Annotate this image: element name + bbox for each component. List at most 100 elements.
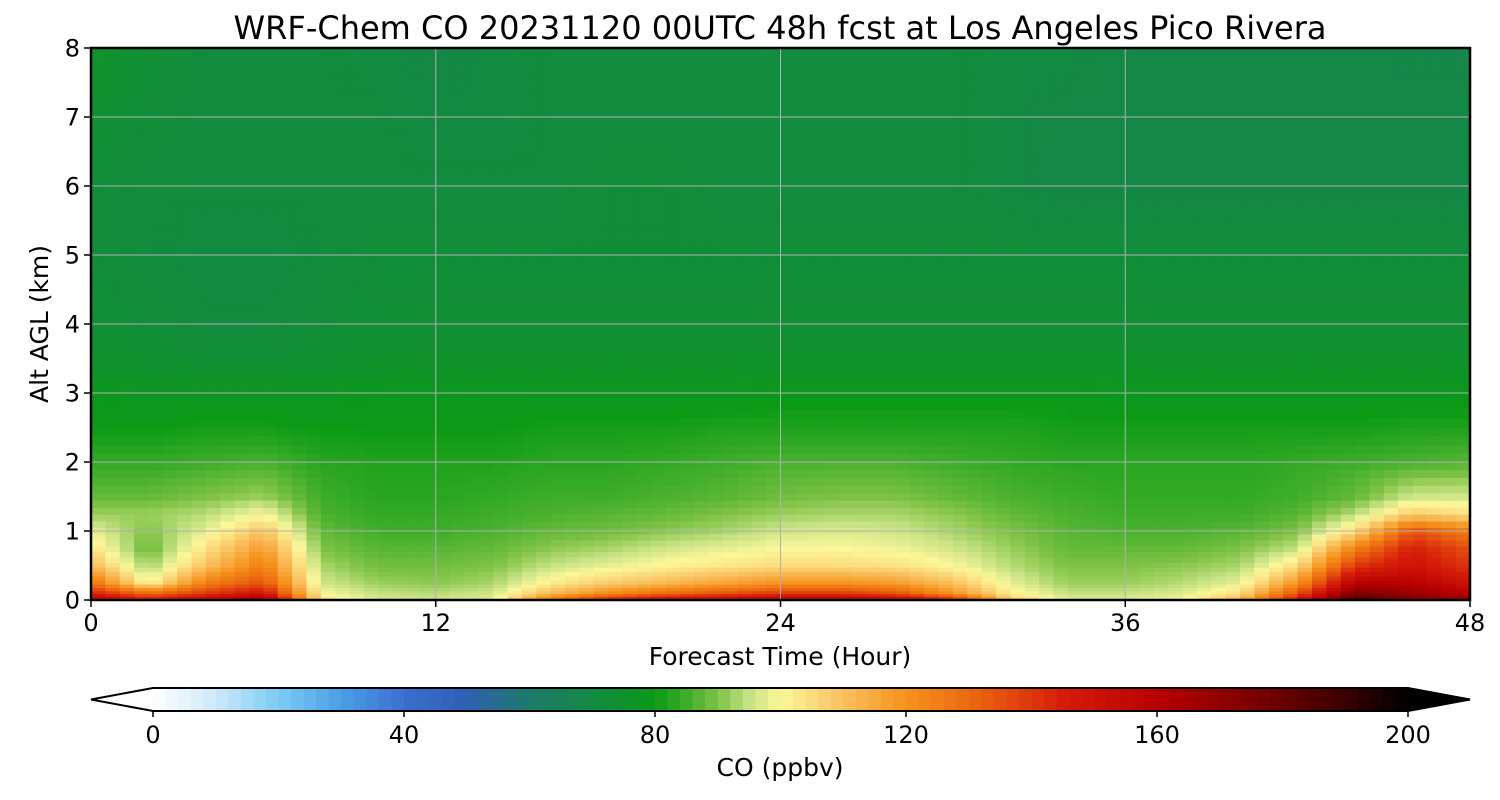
heatmap-cell	[881, 580, 897, 585]
heatmap-cell	[881, 274, 897, 287]
heatmap-cell	[1067, 263, 1083, 276]
heatmap-cell	[1053, 580, 1069, 585]
heatmap-cell	[723, 533, 738, 541]
heatmap-cell	[708, 556, 724, 563]
heatmap-cell	[1426, 590, 1442, 595]
heatmap-cell	[292, 576, 308, 581]
heatmap-cell	[1268, 514, 1284, 522]
heatmap-cell	[234, 539, 250, 547]
heatmap-cell	[952, 216, 968, 229]
heatmap-cell	[1182, 492, 1198, 501]
heatmap-cell	[708, 587, 724, 592]
heatmap-cell	[191, 556, 207, 563]
heatmap-cell	[622, 307, 638, 320]
heatmap-cell	[1053, 533, 1069, 541]
heatmap-cell	[924, 571, 940, 577]
heatmap-cell	[91, 350, 106, 361]
heatmap-cell	[579, 329, 595, 341]
heatmap-cell	[909, 514, 925, 522]
heatmap-cell	[119, 350, 135, 361]
heatmap-cell	[292, 435, 308, 446]
heatmap-cell	[378, 228, 394, 241]
heatmap-cell	[881, 485, 897, 494]
heatmap-cell	[1340, 307, 1356, 320]
heatmap-cell	[981, 216, 997, 229]
heatmap-cell	[1024, 576, 1040, 581]
heatmap-cell	[550, 514, 566, 522]
heatmap-cell	[349, 492, 365, 501]
heatmap-cell	[1197, 370, 1213, 381]
heatmap-cell	[967, 263, 983, 276]
heatmap-cell	[1412, 296, 1428, 309]
heatmap-cell	[1039, 593, 1055, 597]
heatmap-cell	[1182, 500, 1198, 508]
heatmap-cell	[91, 251, 106, 264]
heatmap-cell	[363, 370, 379, 381]
heatmap-cell	[162, 274, 178, 287]
heatmap-cell	[995, 533, 1011, 541]
heatmap-cell	[507, 551, 523, 558]
heatmap-cell	[622, 576, 638, 581]
heatmap-cell	[1010, 595, 1026, 599]
heatmap-cell	[1326, 595, 1342, 599]
heatmap-cell	[1426, 296, 1442, 309]
heatmap-cell	[766, 571, 782, 577]
heatmap-cell	[1398, 389, 1414, 400]
heatmap-cell	[780, 533, 796, 541]
heatmap-cell	[1197, 469, 1213, 478]
heatmap-cell	[277, 435, 293, 446]
heatmap-cell	[1326, 285, 1342, 298]
heatmap-cell	[1369, 285, 1385, 298]
heatmap-cell	[881, 339, 897, 351]
heatmap-cell	[1240, 350, 1256, 361]
heatmap-cell	[392, 533, 408, 541]
heatmap-cell	[1455, 307, 1470, 320]
heatmap-cell	[1139, 285, 1155, 298]
heatmap-cell	[766, 204, 782, 217]
heatmap-cell	[306, 274, 322, 287]
heatmap-cell	[579, 360, 595, 371]
heatmap-cell	[421, 251, 437, 264]
heatmap-cell	[938, 562, 954, 568]
heatmap-cell	[1268, 556, 1284, 563]
heatmap-cell	[421, 500, 437, 508]
heatmap-cell	[1340, 360, 1356, 371]
heatmap-cell	[809, 444, 825, 454]
heatmap-cell	[507, 329, 523, 341]
heatmap-cell	[536, 584, 552, 589]
heatmap-cell	[91, 539, 106, 547]
heatmap-cell	[435, 556, 451, 563]
heatmap-cell	[148, 251, 164, 264]
heatmap-cell	[823, 399, 839, 410]
heatmap-cell	[134, 562, 150, 568]
heatmap-cell	[134, 485, 150, 494]
heatmap-cell	[263, 285, 279, 298]
heatmap-cell	[105, 444, 121, 454]
heatmap-cell	[1326, 408, 1342, 419]
heatmap-cell	[909, 339, 925, 351]
heatmap-cell	[751, 285, 767, 298]
heatmap-cell	[1067, 485, 1083, 494]
heatmap-cell	[909, 500, 925, 508]
heatmap-cell	[723, 539, 738, 547]
heatmap-cell	[435, 477, 451, 486]
heatmap-cell	[1082, 500, 1098, 508]
heatmap-cell	[823, 417, 839, 428]
heatmap-cell	[392, 399, 408, 410]
heatmap-cell	[421, 389, 437, 400]
heatmap-cell	[981, 507, 997, 515]
heatmap-cell	[924, 539, 940, 547]
heatmap-cell	[1311, 562, 1327, 568]
heatmap-cell	[378, 576, 394, 581]
heatmap-cell	[1168, 426, 1184, 437]
heatmap-cell	[119, 590, 135, 595]
heatmap-cell	[723, 370, 738, 381]
heatmap-cell	[407, 500, 422, 508]
heatmap-cell	[909, 426, 925, 437]
heatmap-cell	[349, 580, 365, 585]
heatmap-cell	[521, 461, 537, 470]
heatmap-cell	[809, 389, 825, 400]
heatmap-cell	[866, 307, 882, 320]
heatmap-cell	[292, 274, 308, 287]
heatmap-cell	[651, 567, 667, 573]
